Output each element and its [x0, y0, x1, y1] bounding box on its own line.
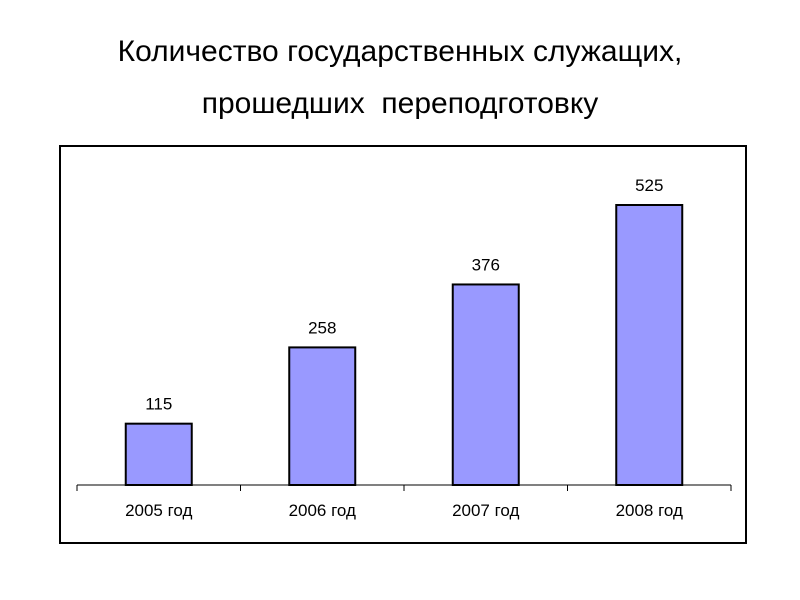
bar-1: [124, 422, 193, 486]
bar-2: [288, 346, 357, 486]
slide-title-line-2: прошедших переподготовку: [201, 87, 599, 120]
bar-3: [451, 283, 520, 486]
x-tick-label-3: 2007 год: [452, 501, 519, 520]
data-label-2: 258: [308, 318, 336, 337]
bar-chart: 115 2005 год 258 2006 год 376 2007 год 525 2008…: [76, 176, 732, 520]
data-label-1: 115: [145, 395, 172, 414]
bar-4: [615, 204, 684, 486]
data-label-3: 376: [472, 255, 500, 274]
x-tick-label-1: 2005 год: [125, 501, 192, 520]
x-tick-label-2: 2006 год: [289, 501, 356, 520]
x-tick-label-4: 2008 год: [616, 501, 683, 520]
slide-title-line-1: Количество государственных служащих,: [117, 35, 683, 68]
chart-frame: 115 2005 год 258 2006 год 376 2007 год 525 2008…: [59, 145, 747, 544]
data-label-4: 525: [635, 176, 663, 195]
